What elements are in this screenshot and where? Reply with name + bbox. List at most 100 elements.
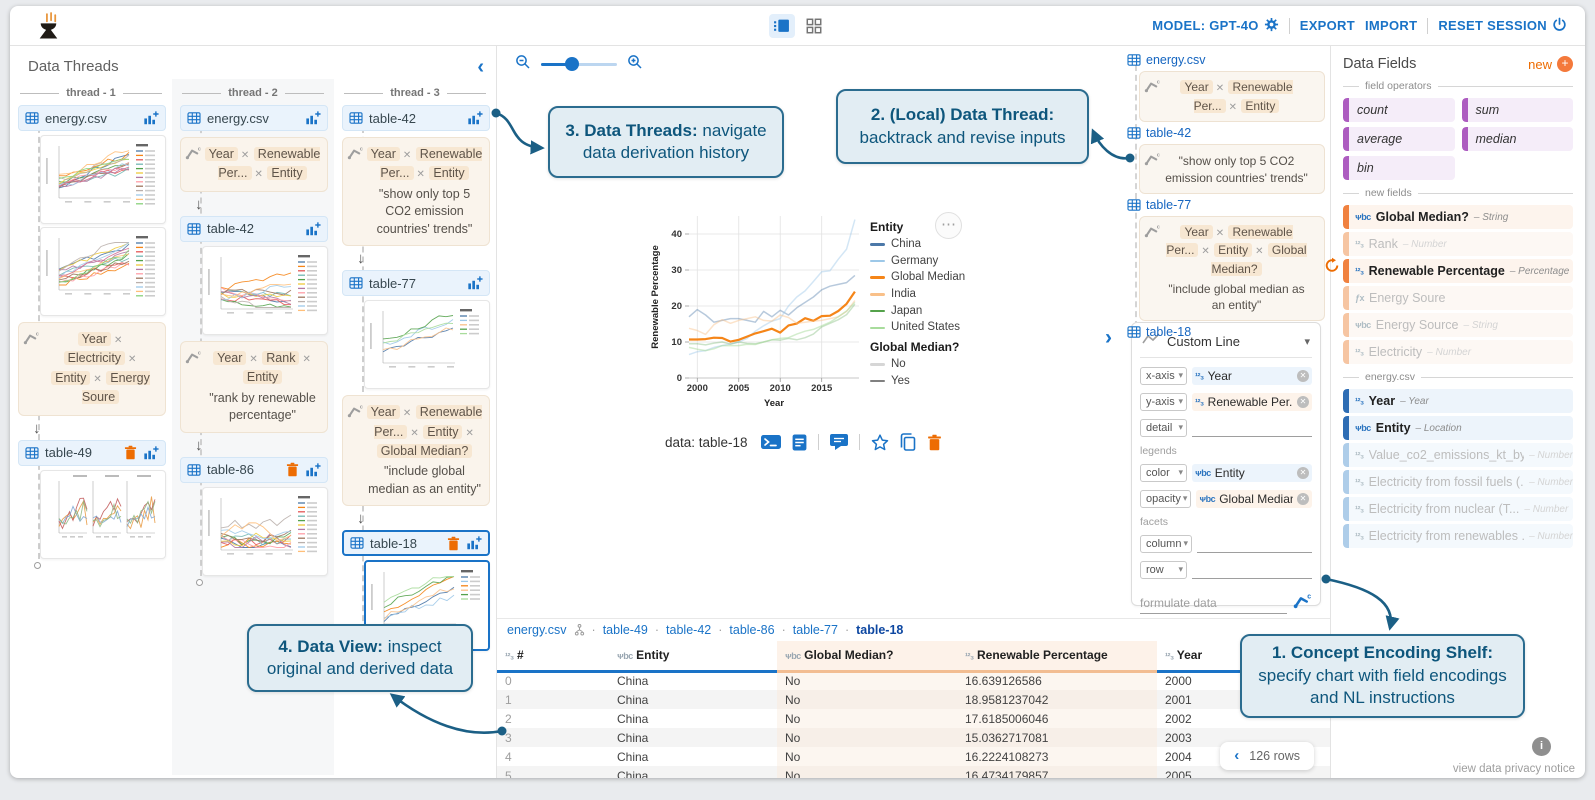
remove-chip-icon[interactable]: ✕ — [402, 408, 412, 420]
delete-trash-icon[interactable] — [927, 434, 942, 451]
data-tab-table-77[interactable]: table-77 — [792, 623, 838, 637]
encoding-label-detail[interactable]: detail ▾ — [1140, 418, 1187, 437]
remove-chip-icon[interactable]: ✕ — [1215, 227, 1225, 239]
delete-trash-icon[interactable] — [124, 445, 137, 460]
remove-field-icon[interactable]: ✕ — [1297, 466, 1309, 479]
field-chip-energy-soure[interactable]: ƒx Energy Soure — [1343, 286, 1573, 310]
renewable-percentage-line-chart[interactable]: 0 10 20 30 40 2000 2005 2010 2015 Renewable Perce… — [647, 206, 867, 410]
remove-field-icon[interactable]: ✕ — [1297, 492, 1309, 505]
column-header-renewable-percentage[interactable]: ¹²₃ Renewable Percentage — [957, 641, 1157, 673]
field-chip-year[interactable]: ¹²₃ Year – Year — [1343, 389, 1573, 413]
remove-field-icon[interactable]: ✕ — [1297, 369, 1309, 382]
field-chip-electricity-from-nuclear-t-[interactable]: ¹²₃ Electricity from nuclear (T... – Numbe… — [1343, 497, 1573, 521]
zoom-out-icon[interactable] — [515, 54, 531, 75]
field-chip-energy-source[interactable]: ᴪbc Energy Source – String — [1343, 313, 1573, 337]
new-field-button[interactable]: new + — [1528, 56, 1573, 72]
encoding-label-opacity[interactable]: opacity ▾ — [1140, 489, 1192, 508]
concept-card[interactable]: c Year ✕ Renewable Per... ✕ Entity — [180, 137, 328, 192]
concept-card[interactable]: c Year ✕ Renewable Per... ✕ Entity ✕ Global … — [342, 395, 490, 507]
chart-thumbnail[interactable] — [40, 227, 166, 316]
operator-pill-sum[interactable]: sum — [1461, 98, 1573, 122]
column-header--[interactable]: ¹²₃ # — [497, 641, 609, 673]
chart-thumbnail[interactable] — [364, 300, 490, 390]
concept-card[interactable]: c Year ✕ Electricity ✕ Entity ✕ Energy Soure — [18, 322, 166, 416]
chart-type-select[interactable]: Custom Line — [1167, 333, 1240, 349]
local-thread-table-table-18[interactable]: table-18 — [1127, 325, 1325, 339]
concept-card[interactable]: c "show only top 5 CO2 emission countries… — [1139, 144, 1325, 194]
delete-trash-icon[interactable] — [447, 536, 460, 551]
table-node-table-42[interactable]: table-42 — [342, 105, 490, 131]
data-tab-table-42[interactable]: table-42 — [666, 623, 712, 637]
legend-item-india[interactable]: India — [870, 286, 1010, 303]
remove-chip-icon[interactable]: ✕ — [254, 169, 263, 181]
table-node-table-42[interactable]: table-42 — [180, 215, 328, 242]
remove-chip-icon[interactable]: ✕ — [113, 335, 123, 346]
create-chart-icon[interactable] — [143, 110, 159, 126]
expand-shelf-chevron-icon[interactable]: › — [1105, 326, 1112, 349]
local-thread-table-table-77[interactable]: table-77 — [1127, 198, 1325, 212]
field-chip-rank[interactable]: ¹²₃ Rank – Number — [1343, 232, 1573, 256]
prev-page-chevron-icon[interactable]: ‹ — [1234, 747, 1240, 764]
empty-encoding-slot[interactable] — [1192, 560, 1312, 579]
column-header-entity[interactable]: ᴪbc Entity — [609, 641, 777, 673]
remove-chip-icon[interactable]: ✕ — [1255, 246, 1264, 258]
create-chart-icon[interactable] — [466, 535, 482, 551]
local-thread-table-table-42[interactable]: table-42 — [1127, 126, 1325, 140]
view-code-terminal-icon[interactable] — [760, 434, 781, 450]
formulate-data-input[interactable]: formulate data — [1140, 596, 1287, 614]
field-chip-global-median-[interactable]: ᴪbc Global Median? – String — [1343, 205, 1573, 229]
table-node-table-49[interactable]: table-49 — [18, 439, 166, 466]
grid-view-toggle-icon[interactable] — [801, 14, 827, 38]
remove-chip-icon[interactable]: ✕ — [416, 169, 425, 181]
export-button[interactable]: EXPORT — [1299, 18, 1355, 33]
operator-pill-count[interactable]: count — [1343, 98, 1455, 122]
data-tab-table-18[interactable]: table-18 — [856, 623, 904, 637]
legend-item-united-states[interactable]: United States — [870, 319, 1010, 336]
remove-chip-icon[interactable]: ✕ — [1215, 83, 1225, 94]
concept-card[interactable]: c Year ✕ Renewable Per... ✕ Entity ✕ Global … — [1139, 215, 1339, 322]
slider-thumb[interactable] — [565, 57, 579, 71]
operator-pill-median[interactable]: median — [1461, 127, 1573, 151]
chart-zoom-slider[interactable] — [541, 57, 617, 71]
chevron-down-icon[interactable]: ▾ — [1304, 335, 1310, 348]
local-thread-table-energy.csv[interactable]: energy.csv — [1127, 53, 1325, 67]
chart-thumbnail[interactable] — [202, 245, 328, 335]
remove-chip-icon[interactable]: ✕ — [1228, 101, 1238, 113]
empty-encoding-slot[interactable] — [1197, 534, 1312, 553]
refresh-icon[interactable] — [1324, 258, 1340, 279]
legend-item-no[interactable]: No — [870, 356, 1010, 373]
remove-chip-icon[interactable]: ✕ — [249, 353, 258, 365]
data-tab-table-86[interactable]: table-86 — [729, 623, 775, 637]
legend-item-germany[interactable]: Germany — [870, 253, 1010, 270]
legend-item-yes[interactable]: Yes — [870, 373, 1010, 390]
field-chip-renewable-percentage[interactable]: ¹²₃ Renewable Percentage – Percentage — [1343, 259, 1573, 283]
remove-chip-icon[interactable]: ✕ — [302, 353, 311, 365]
concept-card[interactable]: c Year ✕ Renewable Per... ✕ Entity "show onl… — [342, 137, 490, 247]
reset-session-button[interactable]: RESET SESSION — [1438, 17, 1567, 35]
legend-item-global-median[interactable]: Global Median — [870, 269, 1010, 286]
formulate-robot-icon[interactable]: c — [1293, 592, 1312, 614]
info-icon[interactable]: i — [1532, 737, 1551, 756]
legend-item-china[interactable]: China — [870, 236, 1010, 253]
remove-field-icon[interactable]: ✕ — [1297, 395, 1309, 408]
remove-chip-icon[interactable]: ✕ — [1201, 246, 1210, 258]
remove-chip-icon[interactable]: ✕ — [128, 354, 137, 366]
legend-item-japan[interactable]: Japan — [870, 303, 1010, 320]
table-node-table-86[interactable]: table-86 — [180, 456, 328, 483]
concept-card[interactable]: c Year ✕ Rank ✕ Entity "rank by renewable pe… — [180, 340, 328, 433]
encoding-field-chip[interactable]: ¹²₃ Year ✕ — [1192, 366, 1312, 385]
table-node-energy.csv[interactable]: energy.csv — [18, 105, 166, 131]
encoding-label-y-axis[interactable]: y-axis ▾ — [1140, 392, 1187, 411]
privacy-notice-link[interactable]: view data privacy notice — [1452, 763, 1575, 775]
data-tab-table-49[interactable]: table-49 — [602, 623, 648, 637]
create-chart-icon[interactable] — [143, 445, 159, 461]
encoding-label-color[interactable]: color ▾ — [1140, 463, 1187, 482]
create-chart-icon[interactable] — [467, 275, 483, 291]
create-chart-icon[interactable] — [305, 221, 321, 237]
chart-thumbnail[interactable] — [202, 486, 328, 576]
remove-chip-icon[interactable]: ✕ — [240, 150, 250, 161]
encoding-field-chip[interactable]: ᴪbc Entity ✕ — [1192, 463, 1312, 482]
table-node-table-77[interactable]: table-77 — [342, 270, 490, 297]
remove-chip-icon[interactable]: ✕ — [93, 373, 102, 385]
